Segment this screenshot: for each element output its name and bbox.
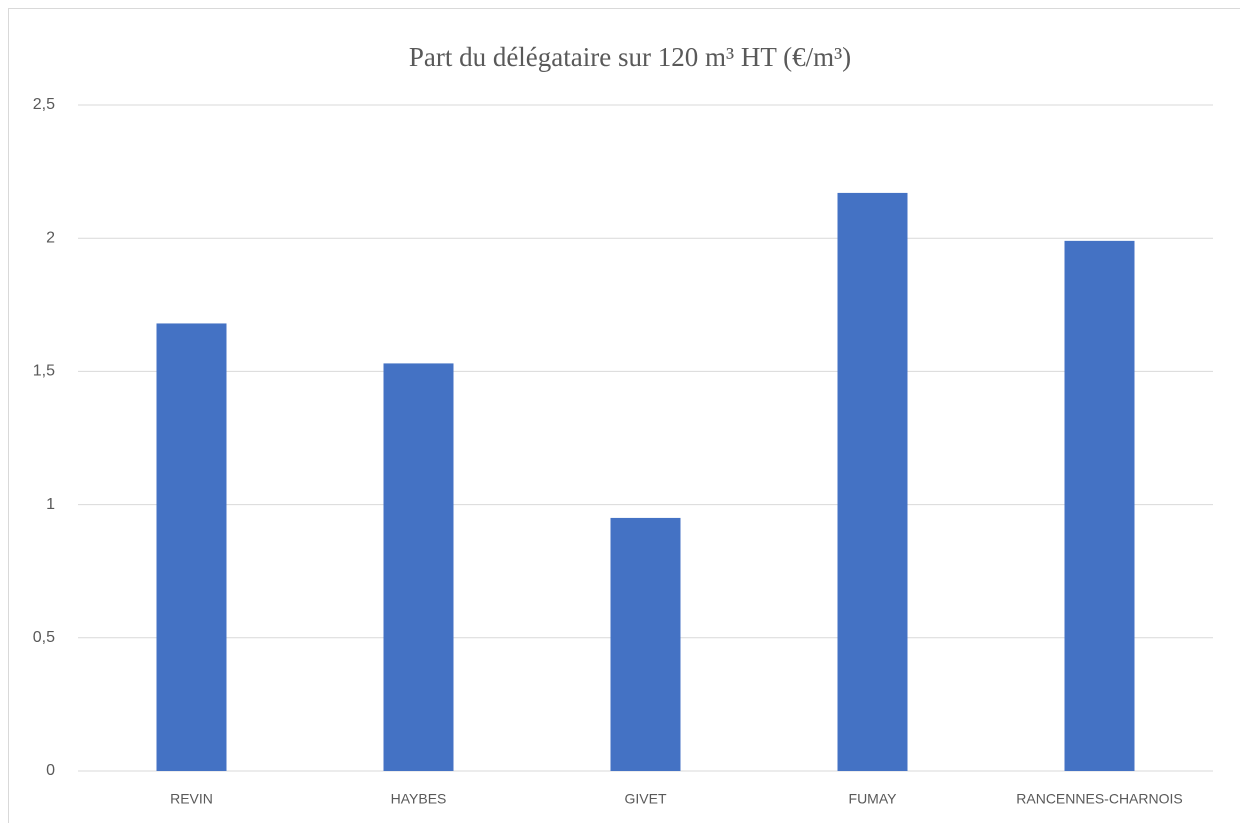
- y-tick-label: 2: [46, 229, 55, 246]
- bar: [837, 192, 908, 772]
- bar: [610, 517, 681, 771]
- x-tick-label: HAYBES: [391, 791, 447, 807]
- x-tick-label: FUMAY: [849, 791, 898, 807]
- y-tick-label: 1,5: [33, 363, 55, 380]
- y-tick-label: 0: [46, 762, 55, 779]
- chart-title: Part du délégataire sur 120 m³ HT (€/m³): [409, 42, 851, 72]
- bar: [156, 323, 227, 771]
- bar: [383, 363, 454, 771]
- y-tick-label: 0,5: [33, 629, 55, 646]
- bar: [1064, 240, 1135, 771]
- y-tick-label: 2,5: [33, 96, 55, 113]
- chart-border: [8, 8, 1240, 823]
- x-tick-label: RANCENNES-CHARNOIS: [1016, 791, 1182, 807]
- x-tick-label: GIVET: [624, 791, 666, 807]
- y-tick-label: 1: [46, 496, 55, 513]
- x-tick-label: REVIN: [170, 791, 213, 807]
